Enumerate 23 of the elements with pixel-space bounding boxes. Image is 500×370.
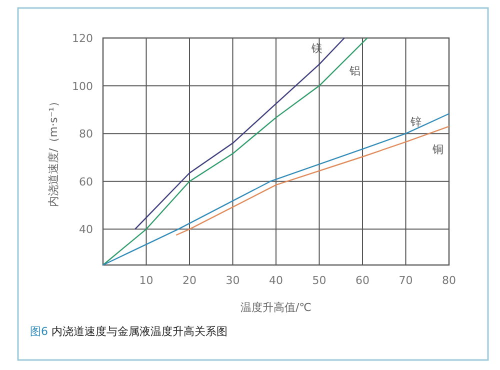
series-label: 铜	[432, 143, 444, 156]
line-series	[175, 126, 450, 236]
series-label: 锌	[410, 116, 422, 129]
y-axis-title: 内浇道速度/（m·s⁻¹）	[47, 96, 60, 207]
x-tick-label: 50	[312, 274, 326, 287]
x-tick-label: 40	[269, 274, 283, 287]
x-tick-label: 70	[398, 274, 413, 287]
line-series	[102, 37, 368, 266]
line-series	[102, 113, 450, 266]
x-axis-title: 温度升高值/℃	[240, 301, 312, 314]
y-tick-label: 80	[79, 128, 93, 141]
caption: 图6 内浇道速度与金属液温度升高关系图	[30, 325, 228, 338]
x-tick-label: 10	[139, 274, 154, 287]
x-tick-label: 30	[226, 274, 240, 287]
line-series	[134, 37, 345, 230]
y-tick-label: 120	[72, 32, 93, 45]
x-tick-label: 80	[442, 274, 456, 287]
x-tick-label: 20	[182, 274, 196, 287]
y-tick-label: 60	[79, 175, 93, 188]
y-tick-label: 100	[72, 80, 93, 93]
y-tick-label: 40	[79, 223, 93, 236]
x-tick-label: 60	[356, 274, 370, 287]
series-label: 铝	[348, 64, 360, 78]
